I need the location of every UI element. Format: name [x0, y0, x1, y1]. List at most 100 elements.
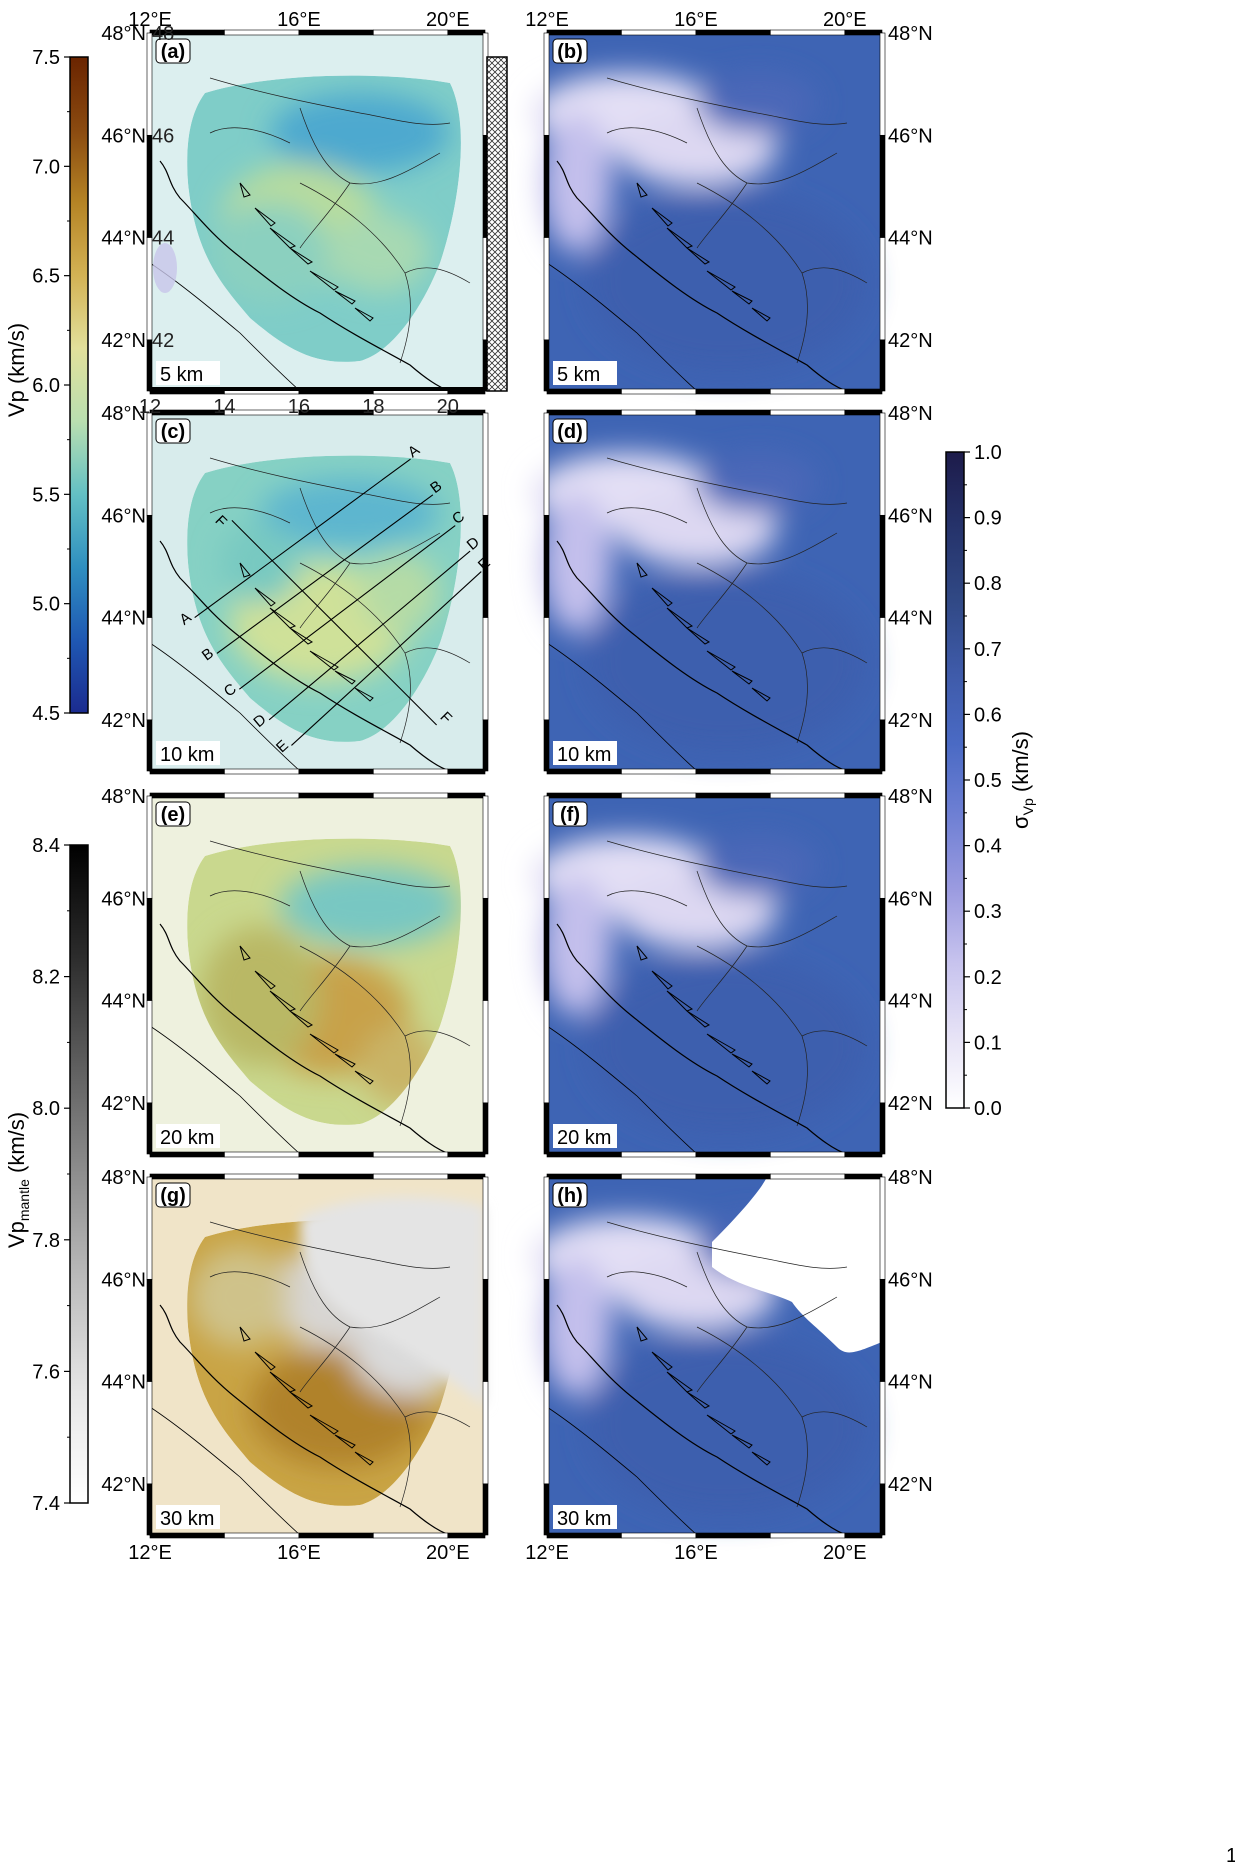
lat-label: 44°N: [101, 991, 146, 1013]
lat-label: 46°N: [101, 505, 146, 527]
inset-tick: 48: [152, 23, 174, 45]
sigma-colorbar-label: σVp (km/s): [1008, 731, 1036, 829]
lon-label: 16°E: [277, 1542, 321, 1564]
lat-label: 46°N: [888, 505, 933, 527]
lon-label: 20°E: [823, 9, 867, 31]
panel-tag-label: (c): [161, 421, 185, 443]
depth-label: 20 km: [553, 1124, 617, 1149]
colorbars: 7.5 7.0 6.5 6.0 5.5 5.0 4.5 Vp (km/s) 1.0 0.9 0.8 0…: [4, 47, 1036, 1515]
panel-tag-label: (e): [161, 804, 185, 826]
lat-label: 44°N: [101, 228, 146, 250]
panel-tag-label: (f): [560, 804, 580, 826]
profile-line-A: [194, 458, 411, 619]
lon-label: 16°E: [674, 1542, 718, 1564]
lat-label: 46°N: [888, 888, 933, 910]
colorbar-tick: 0.7: [974, 639, 1002, 661]
lon-label: 16°E: [277, 9, 321, 31]
panel-tag: (f): [552, 801, 588, 827]
lon-label: 12°E: [525, 9, 569, 31]
lat-label: 44°N: [888, 991, 933, 1013]
inset-tick: 18: [362, 396, 384, 418]
lat-label: 48°N: [888, 1167, 933, 1189]
colorbar-tick: 7.8: [32, 1230, 60, 1252]
colorbar-tick: 0.2: [974, 967, 1002, 989]
colorbar-tick: 5.5: [32, 484, 60, 506]
lon-label: 20°E: [426, 1542, 470, 1564]
lon-label: 12°E: [525, 1542, 569, 1564]
lat-label: 44°N: [888, 1372, 933, 1394]
colorbar-tick: 6.0: [32, 375, 60, 397]
lon-label: 20°E: [823, 1542, 867, 1564]
panel-tag: (d): [552, 418, 588, 444]
lat-label: 48°N: [101, 786, 146, 808]
lon-label: 12°E: [128, 9, 172, 31]
panel-tag: (a): [155, 38, 191, 64]
lat-label: 42°N: [101, 1093, 146, 1115]
lat-label: 48°N: [888, 786, 933, 808]
panel-tag-label: (b): [557, 41, 583, 63]
page-number: 1: [1226, 1845, 1235, 1863]
inset-tick: 42: [152, 330, 174, 352]
sigma-colorbar: 1.0 0.9 0.8 0.7 0.6 0.5 0.4 0.3 0.2 0.1 0.0 σVp (km…: [945, 442, 1036, 1120]
lat-label: 48°N: [101, 1167, 146, 1189]
lat-label: 44°N: [101, 1372, 146, 1394]
map-panel-e: (e) 20 km 48°N 46°N 44°N 42°N: [101, 786, 489, 1158]
colorbar-tick: 0.3: [974, 901, 1002, 923]
colorbar-tick: 7.0: [32, 156, 60, 178]
panel-tag-label: (d): [557, 421, 583, 443]
panel-tag: (g): [155, 1182, 191, 1208]
map-panel-b: (b) 5 km 48°N 46°N 44°N 42°N 12°E 16°E 20°E: [525, 9, 933, 395]
lat-label: 42°N: [888, 1093, 933, 1115]
lon-label: 16°E: [674, 9, 718, 31]
lat-label: 42°N: [101, 330, 146, 352]
map-panel-g: (g) 30 km 48°N 46°N 44°N 42°N 12°E 16°E 20°E: [101, 1167, 489, 1564]
colorbar-tick: 4.5: [32, 703, 60, 725]
colorbar-tick: 0.9: [974, 508, 1002, 530]
lat-label: 46°N: [888, 1269, 933, 1291]
lat-label: 44°N: [101, 608, 146, 630]
colorbar-tick: 7.5: [32, 47, 60, 69]
lat-label: 42°N: [888, 330, 933, 352]
vp-colorbar-label: Vp (km/s): [4, 323, 29, 417]
depth-label: 5 km: [156, 361, 220, 386]
depth-label: 5 km: [553, 361, 617, 386]
colorbar-tick: 6.5: [32, 266, 60, 288]
depth-label-text: 10 km: [160, 744, 214, 766]
colorbar-tick: 0.0: [974, 1098, 1002, 1120]
depth-label-text: 5 km: [160, 364, 203, 386]
lat-label: 42°N: [888, 1474, 933, 1496]
colorbar-tick: 7.4: [32, 1493, 60, 1515]
profile-line-B: [216, 494, 434, 654]
map-panel-c: (c) 10 km 48°N 46°N 44°N 42°N: [101, 403, 489, 775]
mantle-colorbar-label: Vpmantle (km/s): [4, 1112, 32, 1248]
inset-tick: 14: [213, 396, 235, 418]
inset-tick: 46: [152, 125, 174, 147]
colorbar-tick: 8.0: [32, 1098, 60, 1120]
colorbar-tick: 0.8: [974, 573, 1002, 595]
depth-label-text: 30 km: [160, 1508, 214, 1530]
colorbar-tick: 0.6: [974, 704, 1002, 726]
inset-tick: 44: [152, 228, 174, 250]
lon-label: 12°E: [128, 1542, 172, 1564]
inset-tick: 12: [139, 396, 161, 418]
lat-label: 48°N: [101, 23, 146, 45]
lat-label: 46°N: [888, 125, 933, 147]
panel-tag-label: (h): [557, 1185, 583, 1207]
depth-label-text: 30 km: [557, 1508, 611, 1530]
colorbar-tick: 5.0: [32, 594, 60, 616]
depth-label-text: 20 km: [160, 1127, 214, 1149]
panel-tag: (h): [552, 1182, 588, 1208]
depth-label-text: 20 km: [557, 1127, 611, 1149]
colorbar-tick: 0.4: [974, 836, 1002, 858]
lat-label: 42°N: [101, 1474, 146, 1496]
lon-label: 20°E: [426, 9, 470, 31]
map-panel-a: (a) 5 km 48°N 46°N 44°N 42°N 12°E 16°E 20°E: [101, 9, 489, 395]
depth-label: 10 km: [156, 741, 220, 766]
depth-label: 30 km: [553, 1505, 617, 1530]
profile-line-C: [239, 525, 456, 690]
inset-overlay: 12 14 16 18 20 48 46 44 42: [139, 23, 508, 418]
colorbar-tick: 8.4: [32, 835, 60, 857]
lat-label: 42°N: [101, 710, 146, 732]
colorbar-tick: 0.5: [974, 770, 1002, 792]
